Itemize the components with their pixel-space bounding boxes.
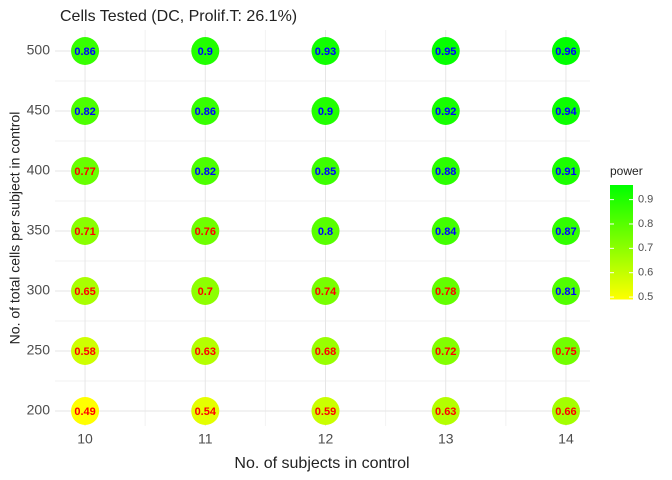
y-tick-label: 200 xyxy=(27,402,51,418)
value-label: 0.91 xyxy=(555,166,576,178)
cell-dot xyxy=(311,397,340,425)
x-tick-label: 13 xyxy=(438,431,454,447)
y-tick-label: 250 xyxy=(27,342,51,358)
value-label: 0.76 xyxy=(195,226,216,238)
value-label: 0.81 xyxy=(555,286,576,298)
cell-dot xyxy=(551,277,580,305)
cell-dot xyxy=(311,337,340,365)
cell-dot xyxy=(311,157,340,185)
marks: 0.49 0.54 0.59 0.63 0.66 0.58 0.63 0.68 0.72 0.75… xyxy=(71,37,580,425)
cell-dot xyxy=(71,157,100,185)
cell-dot xyxy=(191,97,220,125)
y-axis-title: No. of total cells per subject in contro… xyxy=(7,112,23,345)
cell-dot xyxy=(71,217,100,245)
value-label: 0.65 xyxy=(74,286,95,298)
value-label: 0.74 xyxy=(315,286,337,298)
cell-dot xyxy=(551,397,580,425)
cell-dot xyxy=(191,157,220,185)
value-label: 0.68 xyxy=(315,346,336,358)
value-label: 0.95 xyxy=(435,46,456,58)
value-label: 0.86 xyxy=(74,46,95,58)
value-label: 0.59 xyxy=(315,406,336,418)
cell-dot xyxy=(191,217,220,245)
value-label: 0.77 xyxy=(74,166,95,178)
cell-dot xyxy=(71,97,100,125)
x-tick-label: 11 xyxy=(198,431,213,447)
value-label: 0.72 xyxy=(435,346,456,358)
colorbar-tick-label: 0.5 xyxy=(638,291,653,303)
y-tick-label: 500 xyxy=(27,42,51,58)
value-label: 0.58 xyxy=(74,346,95,358)
x-tick-label: 14 xyxy=(558,431,574,447)
value-label: 0.87 xyxy=(555,226,576,238)
value-label: 0.85 xyxy=(315,166,336,178)
value-label: 0.84 xyxy=(435,226,457,238)
cell-dot xyxy=(551,97,580,125)
colorbar-tick-label: 0.9 xyxy=(638,194,653,206)
chart-title: Cells Tested (DC, Prolif.T: 26.1%) xyxy=(60,8,297,25)
legend-title: power xyxy=(610,164,643,178)
colorbar-tick-label: 0.8 xyxy=(638,218,653,230)
value-label: 0.71 xyxy=(74,226,95,238)
cell-dot xyxy=(191,337,220,365)
value-label: 0.94 xyxy=(555,106,577,118)
cell-dot xyxy=(191,397,220,425)
value-label: 0.49 xyxy=(74,406,95,418)
cell-dot xyxy=(191,37,220,65)
cell-dot xyxy=(431,37,460,65)
cell-dot xyxy=(71,397,100,425)
value-label: 0.9 xyxy=(318,106,333,118)
cell-dot xyxy=(431,337,460,365)
cell-dot xyxy=(431,157,460,185)
value-label: 0.75 xyxy=(555,346,576,358)
value-label: 0.82 xyxy=(74,106,95,118)
cell-dot xyxy=(431,277,460,305)
cell-dot xyxy=(551,157,580,185)
x-tick-label: 10 xyxy=(77,431,93,447)
value-label: 0.88 xyxy=(435,166,456,178)
value-label: 0.96 xyxy=(555,46,576,58)
value-label: 0.78 xyxy=(435,286,456,298)
cell-dot xyxy=(311,97,340,125)
colorbar-tick-label: 0.7 xyxy=(638,242,653,254)
y-tick-label: 300 xyxy=(27,282,51,298)
value-label: 0.63 xyxy=(195,346,216,358)
cell-dot xyxy=(311,217,340,245)
colorbar-tick-label: 0.6 xyxy=(638,267,653,279)
y-tick-label: 350 xyxy=(27,222,51,238)
value-label: 0.7 xyxy=(198,286,213,298)
colorbar xyxy=(610,185,633,300)
value-label: 0.54 xyxy=(195,406,217,418)
value-label: 0.66 xyxy=(555,406,576,418)
value-label: 0.9 xyxy=(198,46,213,58)
value-label: 0.86 xyxy=(195,106,216,118)
cell-dot xyxy=(71,277,100,305)
cell-dot xyxy=(71,37,100,65)
value-label: 0.63 xyxy=(435,406,456,418)
value-label: 0.82 xyxy=(195,166,216,178)
cell-dot xyxy=(431,217,460,245)
y-tick-label: 450 xyxy=(27,102,51,118)
x-tick-label: 12 xyxy=(318,431,334,447)
cell-dot xyxy=(191,277,220,305)
cell-dot xyxy=(71,337,100,365)
cell-dot xyxy=(311,277,340,305)
y-tick-label: 400 xyxy=(27,162,51,178)
cell-dot xyxy=(551,37,580,65)
cell-dot xyxy=(431,97,460,125)
cell-dot xyxy=(551,217,580,245)
cell-dot xyxy=(431,397,460,425)
value-label: 0.8 xyxy=(318,226,333,238)
cell-dot xyxy=(551,337,580,365)
x-axis-title: No. of subjects in control xyxy=(234,455,409,472)
cell-dot xyxy=(311,37,340,65)
value-label: 0.92 xyxy=(435,106,456,118)
value-label: 0.93 xyxy=(315,46,336,58)
